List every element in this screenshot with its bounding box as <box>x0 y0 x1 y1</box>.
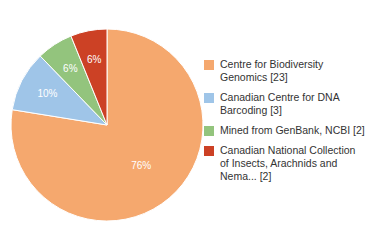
html-text:Canadian National Collection: Canadian National Collection <box>220 143 356 156</box>
svg-text:76%: 76% <box>131 160 151 171</box>
html-text:Barcoding [3]: Barcoding [3] <box>220 103 282 116</box>
html-text:Nema... [2]: Nema... [2] <box>220 169 272 182</box>
html-text:Canadian Centre for DNA: Canadian Centre for DNA <box>220 90 340 103</box>
svg-text:6%: 6% <box>87 54 102 65</box>
html-text:Centre for Biodiversity: Centre for Biodiversity <box>220 57 324 70</box>
svg-text:10%: 10% <box>37 88 57 99</box>
html-text:Mined from GenBank, NCBI [2]: Mined from GenBank, NCBI [2] <box>220 123 365 136</box>
html-text:Genomics [23]: Genomics [23] <box>220 70 288 83</box>
svg-text:6%: 6% <box>63 63 78 74</box>
html-text:of Insects, Arachnids and: of Insects, Arachnids and <box>220 156 338 169</box>
